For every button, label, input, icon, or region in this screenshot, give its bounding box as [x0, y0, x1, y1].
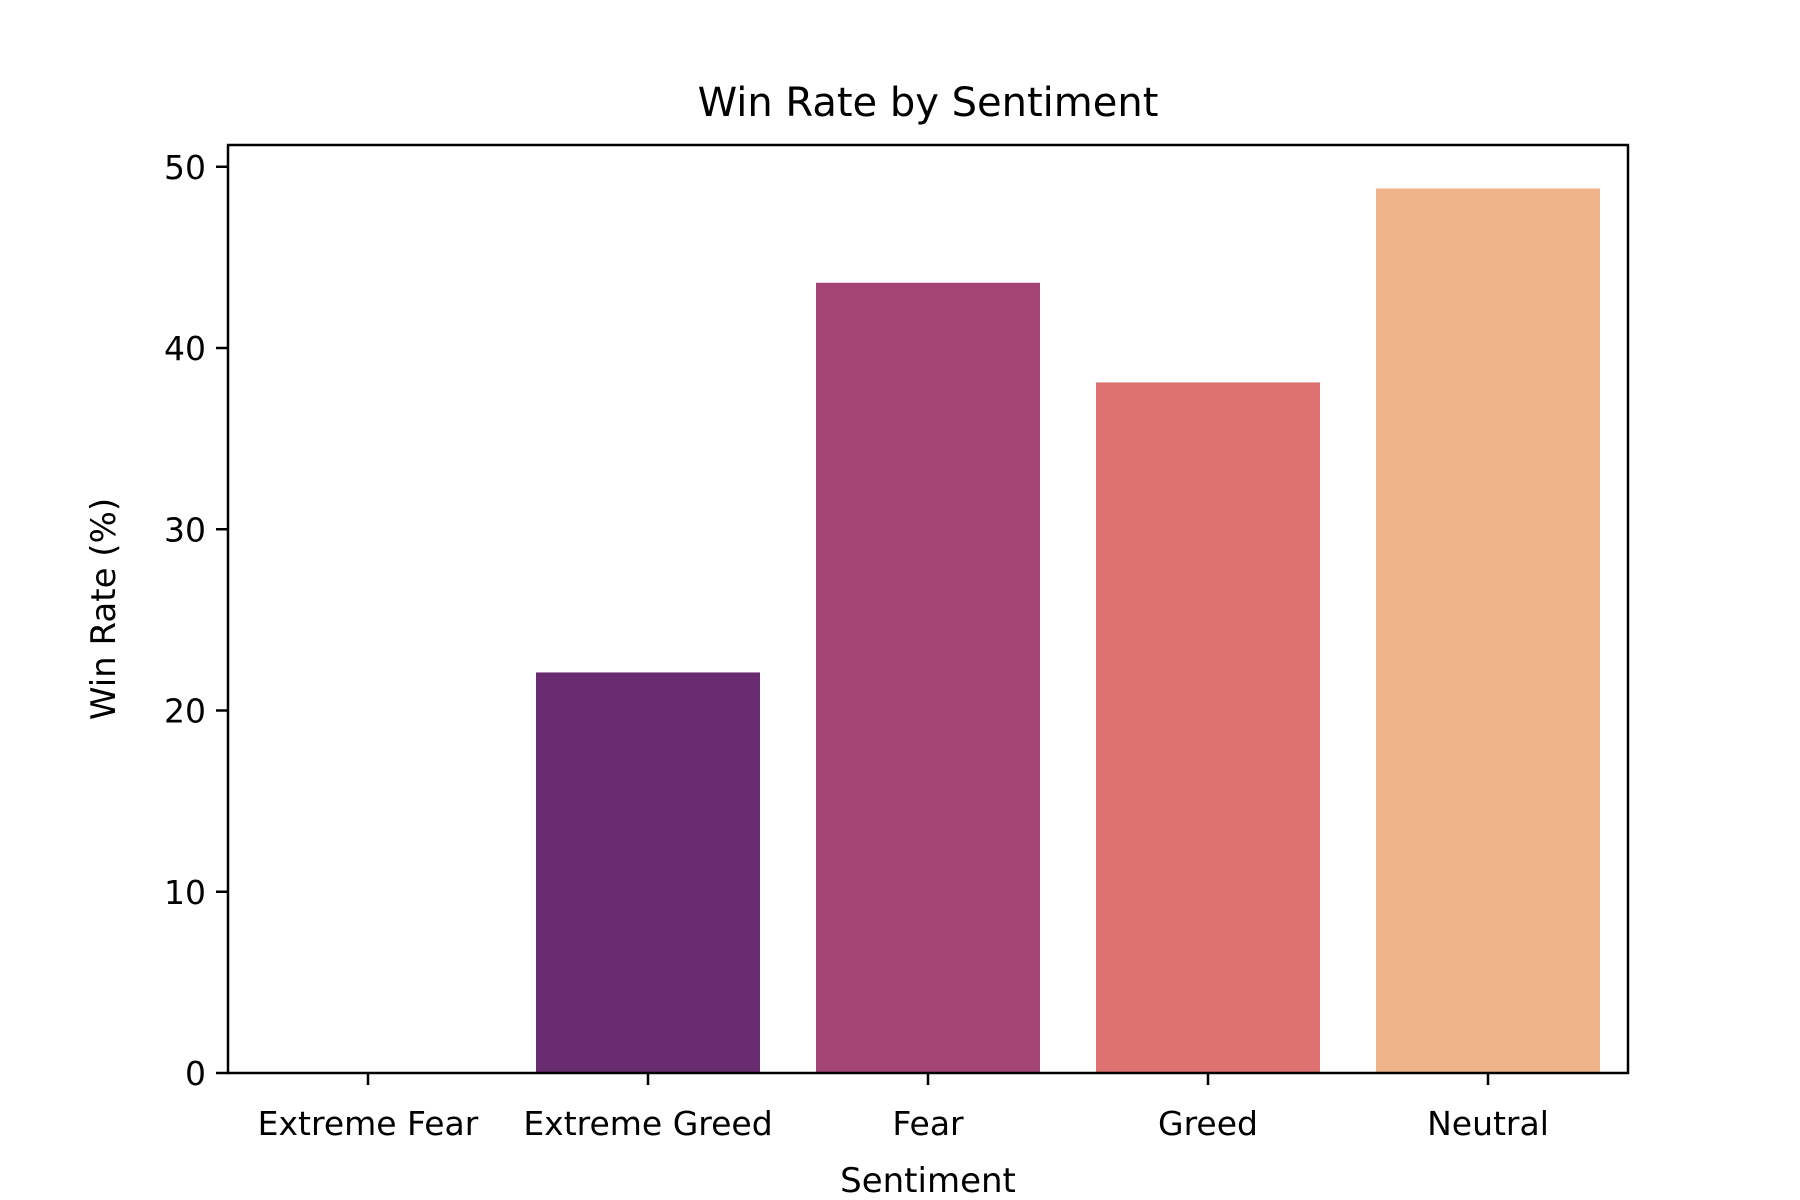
y-tick-label-10: 10	[164, 873, 206, 912]
bar-extreme-greed	[536, 672, 760, 1073]
x-axis: Extreme Fear Extreme Greed Fear Greed Neutra…	[258, 1073, 1549, 1143]
bar-greed	[1096, 382, 1320, 1073]
x-tick-label-greed: Greed	[1158, 1104, 1258, 1143]
y-tick-label-30: 30	[164, 510, 206, 549]
x-axis-label: Sentiment	[840, 1161, 1016, 1200]
plot-frame	[226, 143, 1630, 1075]
bar-fear	[816, 282, 1040, 1073]
y-tick-label-20: 20	[164, 692, 206, 731]
x-tick-label-extreme-greed: Extreme Greed	[523, 1104, 772, 1143]
chart-title: Win Rate by Sentiment	[698, 80, 1159, 126]
y-axis: 0 10 20 30 40 50	[164, 148, 228, 1093]
y-tick-label-50: 50	[164, 148, 206, 187]
x-tick-label-extreme-fear: Extreme Fear	[258, 1104, 479, 1143]
bar-neutral	[1376, 188, 1600, 1073]
x-tick-label-neutral: Neutral	[1427, 1104, 1549, 1143]
bars-group	[536, 188, 1600, 1073]
y-tick-label-0: 0	[185, 1054, 206, 1093]
y-tick-label-40: 40	[164, 329, 206, 368]
x-tick-label-fear: Fear	[892, 1104, 964, 1143]
y-axis-label: Win Rate (%)	[84, 498, 124, 720]
